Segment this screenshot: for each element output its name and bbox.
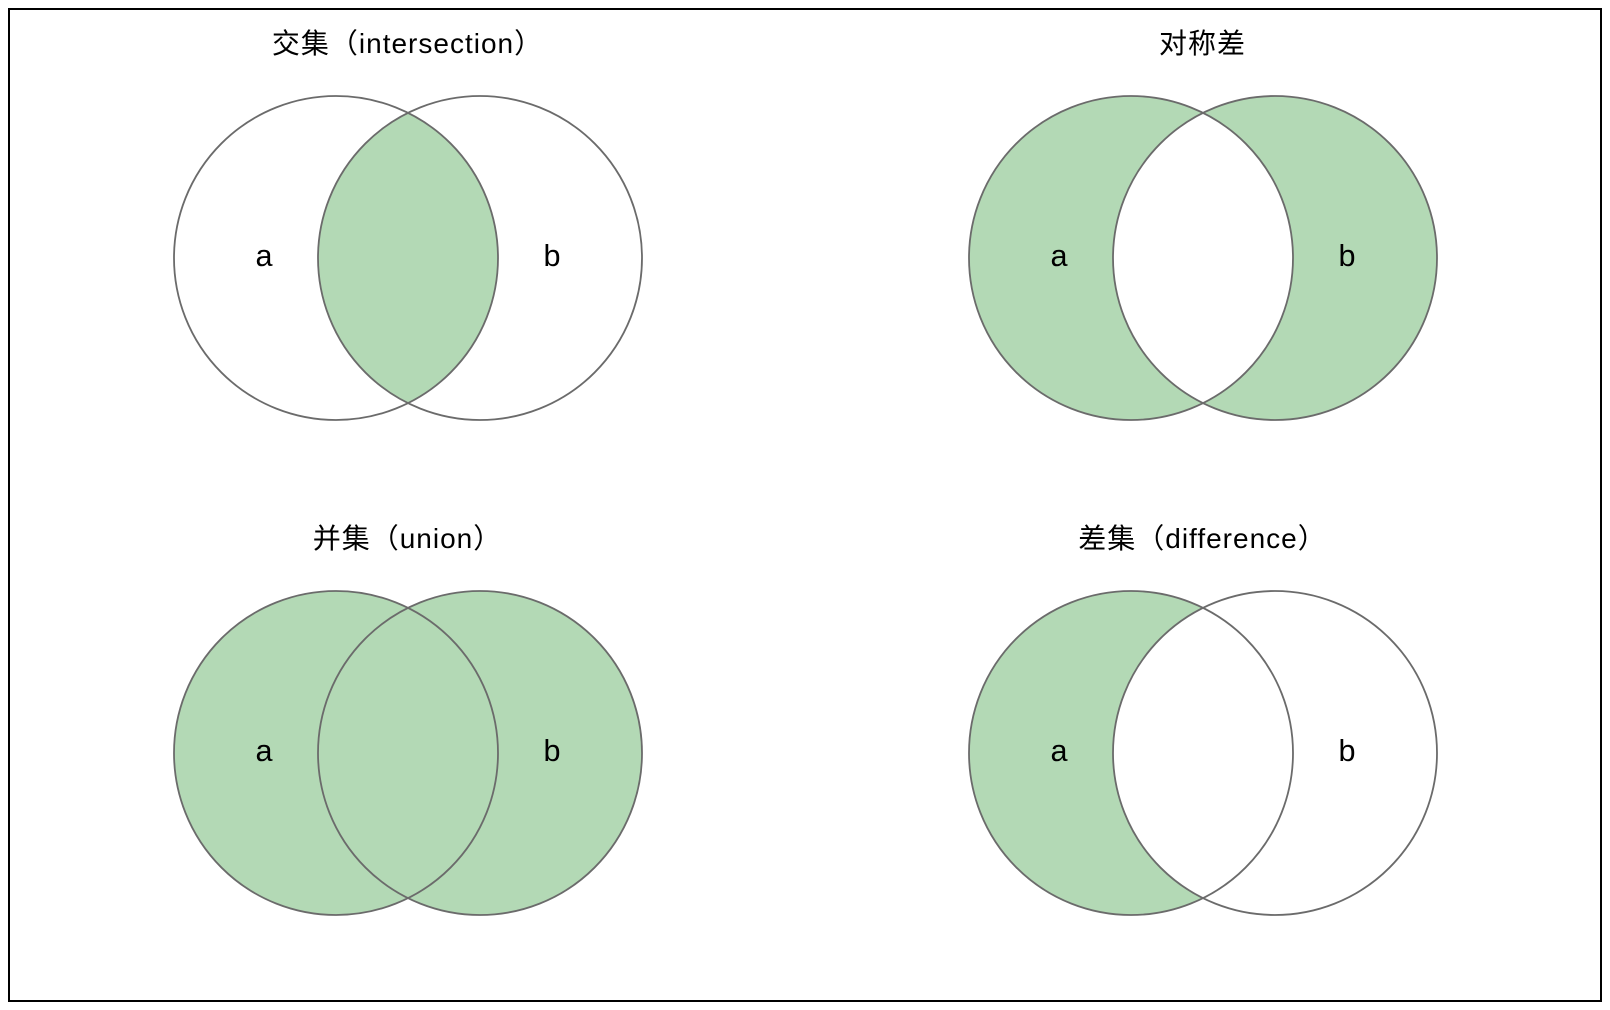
venn-difference-cell: 差集（difference） a b xyxy=(805,505,1600,1000)
venn-symmetric-diff-title: 对称差 xyxy=(1159,22,1246,62)
venn-label-a: a xyxy=(255,734,272,768)
venn-symmetric-diff-svg: a b xyxy=(933,68,1473,448)
venn-union-svg: a b xyxy=(138,563,678,943)
venn-union-cell: 并集（union） a b xyxy=(10,505,805,1000)
venn-symmetric-diff-svg-wrap: a b xyxy=(805,68,1600,505)
diagram-frame: 交集（intersection） a b 对称差 xyxy=(8,8,1602,1002)
venn-label-a: a xyxy=(255,239,272,273)
venn-label-b: b xyxy=(1338,734,1355,768)
venn-intersection-svg-wrap: a b xyxy=(10,68,805,505)
venn-label-b: b xyxy=(543,734,560,768)
venn-label-b: b xyxy=(543,239,560,273)
venn-union-svg-wrap: a b xyxy=(10,563,805,1000)
venn-label-a: a xyxy=(1050,239,1067,273)
venn-intersection-cell: 交集（intersection） a b xyxy=(10,10,805,505)
venn-symmetric-diff-cell: 对称差 xyxy=(805,10,1600,505)
venn-label-a: a xyxy=(1050,734,1067,768)
venn-intersection-title: 交集（intersection） xyxy=(272,22,543,62)
venn-difference-svg-wrap: a b xyxy=(805,563,1600,1000)
venn-union-title: 并集（union） xyxy=(313,517,503,557)
venn-difference-title: 差集（difference） xyxy=(1078,517,1326,557)
venn-difference-svg: a b xyxy=(933,563,1473,943)
venn-intersection-svg: a b xyxy=(138,68,678,448)
venn-label-b: b xyxy=(1338,239,1355,273)
